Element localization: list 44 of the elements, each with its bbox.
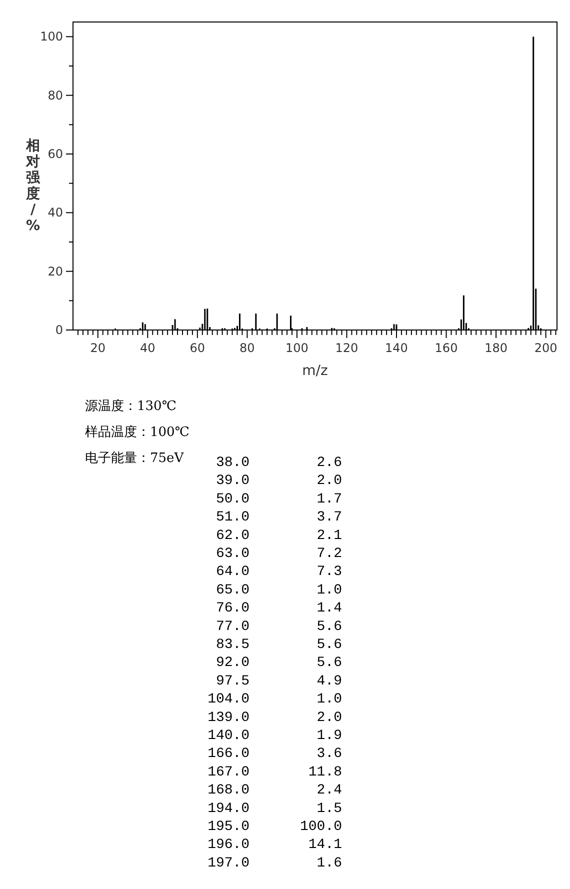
y-tick-label: 40 xyxy=(48,206,63,220)
y-tick-label: 20 xyxy=(48,264,63,278)
text: 168.0 2.4 xyxy=(208,782,342,799)
text: 电子能量：75eV xyxy=(85,451,184,466)
text: 140.0 1.9 xyxy=(208,728,342,744)
text: 196.0 14.1 xyxy=(208,837,342,854)
text: 63.0 7.2 xyxy=(216,546,342,562)
text: 197.0 1.6 xyxy=(208,855,342,872)
text: 195.0 100.0 xyxy=(208,819,342,835)
x-tick-label: 160 xyxy=(434,341,458,355)
text: 194.0 1.5 xyxy=(208,800,342,817)
text: 源温度：130℃ xyxy=(85,398,176,414)
x-tick-label: 120 xyxy=(335,341,358,355)
y-axis-title: 相对强度/% xyxy=(25,138,41,234)
y-tick-label: 60 xyxy=(48,147,63,161)
x-tick-label: 180 xyxy=(484,341,508,355)
text: 51.0 3.7 xyxy=(216,510,342,526)
text: 76.0 1.4 xyxy=(216,600,342,617)
text: 62.0 2.1 xyxy=(216,528,342,544)
text: 92.0 5.6 xyxy=(216,655,342,672)
x-tick-label: 140 xyxy=(385,341,408,355)
text: 39.0 2.0 xyxy=(216,473,342,490)
text: 77.0 5.6 xyxy=(216,618,342,635)
x-axis-title: m/z xyxy=(302,363,328,379)
text: 83.5 5.6 xyxy=(216,637,342,653)
x-tick-label: 80 xyxy=(240,341,255,355)
x-tick-label: 200 xyxy=(534,341,558,355)
text: 样品温度：100℃ xyxy=(85,424,190,440)
text: 97.5 4.9 xyxy=(216,673,342,690)
text: 166.0 3.6 xyxy=(208,746,342,762)
y-tick-label: 80 xyxy=(48,88,63,102)
x-tick-label: 40 xyxy=(140,341,156,355)
x-tick-label: 100 xyxy=(286,341,308,355)
x-tick-label: 60 xyxy=(190,341,206,355)
text: 104.0 1.0 xyxy=(208,692,342,708)
y-tick-label: 100 xyxy=(40,30,63,44)
x-tick-label: 20 xyxy=(90,341,106,355)
text: 50.0 1.7 xyxy=(216,491,342,508)
text: 139.0 2.0 xyxy=(208,710,342,726)
y-tick-label: 0 xyxy=(55,323,63,337)
text: 38.0 2.6 xyxy=(216,455,342,471)
text: 64.0 7.3 xyxy=(216,564,342,580)
text: 167.0 11.8 xyxy=(208,764,342,780)
text: 65.0 1.0 xyxy=(216,582,342,598)
